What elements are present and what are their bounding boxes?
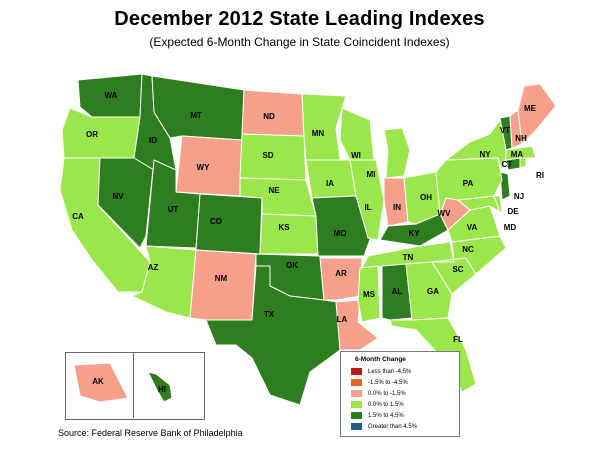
state-label-wv: WV <box>438 209 452 218</box>
state-label-pa: PA <box>463 179 474 188</box>
legend-item-0-to-1-5: 0.0% to 1.5% <box>351 401 404 410</box>
map-title: December 2012 State Leading Indexes <box>114 8 485 30</box>
state-in <box>383 177 409 227</box>
state-label-mt: MT <box>190 111 202 120</box>
state-label-ct: CT <box>502 160 513 169</box>
state-label-sd: SD <box>262 151 273 160</box>
legend-label: 1.5% to 4.5% <box>368 413 404 420</box>
legend-swatch <box>351 412 362 419</box>
state-label-ne: NE <box>268 186 280 195</box>
legend-label: -1.5% to -4.5% <box>368 380 408 387</box>
state-label-sc: SC <box>452 265 463 274</box>
legend-swatch <box>351 390 362 397</box>
state-label-il: IL <box>364 203 371 212</box>
inset-frame <box>65 352 205 420</box>
state-label-or: OR <box>86 130 98 139</box>
state-label-ny: NY <box>479 150 491 159</box>
legend-item-0-to-neg-1-5: 0.0% to -1.5% <box>351 390 406 399</box>
state-nj <box>499 171 511 201</box>
state-label-wi: WI <box>351 151 361 160</box>
legend-label: Less than -4.5% <box>368 369 412 376</box>
state-label-nh: NH <box>515 134 527 143</box>
state-label-ks: KS <box>278 223 290 232</box>
state-label-in: IN <box>393 203 401 212</box>
state-label-ma: MA <box>511 150 524 159</box>
source-note: Source: Federal Reserve Bank of Philadel… <box>58 428 243 438</box>
state-label-nj: NJ <box>514 192 524 201</box>
state-label-va: VA <box>467 223 478 232</box>
state-mi <box>383 127 411 179</box>
state-label-ri: RI <box>536 171 544 180</box>
state-label-fl: FL <box>453 335 463 344</box>
state-ak <box>73 362 129 403</box>
legend-swatch <box>351 423 362 430</box>
state-label-ga: GA <box>427 287 439 296</box>
state-label-mi: MI <box>367 170 376 179</box>
state-label-vt: VT <box>500 126 510 135</box>
state-label-ut: UT <box>168 205 179 214</box>
state-label-ok: OK <box>286 261 298 270</box>
legend-swatch <box>351 379 362 386</box>
state-label-me: ME <box>524 104 537 113</box>
inset-divider <box>133 352 134 418</box>
state-label-wy: WY <box>197 163 211 172</box>
state-label-ar: AR <box>335 269 347 278</box>
state-al <box>381 263 413 321</box>
legend-swatch <box>351 368 362 375</box>
state-label-ak: AK <box>92 377 104 386</box>
state-nm <box>189 249 257 321</box>
legend-label: 0.0% to -1.5% <box>368 391 406 398</box>
state-label-al: AL <box>392 287 403 296</box>
state-label-co: CO <box>210 217 222 226</box>
state-ks <box>259 213 319 255</box>
state-label-wa: WA <box>105 91 118 100</box>
legend: 6-Month Change Less than -4.5% -1.5% to … <box>340 351 460 437</box>
legend-swatch <box>351 401 362 408</box>
state-label-mn: MN <box>312 129 325 138</box>
state-nc <box>431 235 507 275</box>
state-hi <box>147 371 173 403</box>
state-label-nc: NC <box>462 245 474 254</box>
state-ms <box>357 265 381 323</box>
state-label-az: AZ <box>148 263 159 272</box>
state-label-oh: OH <box>420 193 432 202</box>
legend-item-less-than-neg-4-5: Less than -4.5% <box>351 368 411 377</box>
state-ri <box>519 157 527 169</box>
state-label-md: MD <box>504 223 517 232</box>
state-de <box>493 195 503 213</box>
state-ar <box>319 257 363 301</box>
state-tn <box>361 241 455 269</box>
state-label-ms: MS <box>363 290 376 299</box>
state-label-ca: CA <box>72 212 84 221</box>
legend-item-greater-than-4-5: Greater than 4.5% <box>351 423 417 432</box>
legend-title: 6-Month Change <box>355 356 406 363</box>
state-me <box>517 83 557 145</box>
state-co <box>195 193 263 255</box>
state-label-ia: IA <box>326 179 334 188</box>
state-mn <box>301 93 347 161</box>
state-ma <box>505 145 537 161</box>
state-il <box>349 159 385 241</box>
state-label-nm: NM <box>215 274 228 283</box>
state-label-id: ID <box>149 136 157 145</box>
state-label-ky: KY <box>408 229 420 238</box>
state-label-tn: TN <box>403 253 414 262</box>
state-label-nv: NV <box>112 192 124 201</box>
state-label-tx: TX <box>264 310 275 319</box>
legend-item-1-5-to-4-5: 1.5% to 4.5% <box>351 412 404 421</box>
legend-item-neg-1-5-to-neg-4-5: -1.5% to -4.5% <box>351 379 408 388</box>
state-label-de: DE <box>507 207 519 216</box>
map-subtitle: (Expected 6-Month Change in State Coinci… <box>149 35 450 49</box>
state-label-mo: MO <box>334 229 347 238</box>
legend-label: Greater than 4.5% <box>368 424 418 431</box>
legend-label: 0.0% to 1.5% <box>368 402 404 409</box>
state-label-hi: HI <box>158 385 166 394</box>
state-mt <box>151 75 245 141</box>
state-label-nd: ND <box>263 112 275 121</box>
state-label-la: LA <box>337 315 348 324</box>
